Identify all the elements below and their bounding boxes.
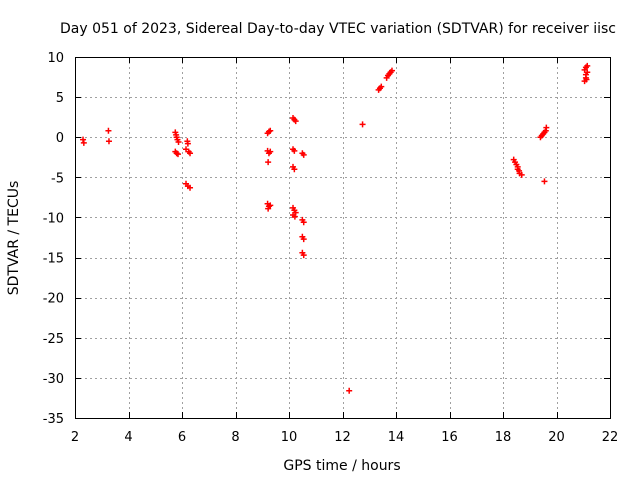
data-point	[300, 151, 307, 158]
data-point	[291, 166, 298, 173]
data-point	[267, 148, 274, 155]
x-tick-label: 6	[178, 430, 186, 445]
y-tick-label: 10	[47, 51, 64, 66]
x-tick-label: 2	[71, 430, 79, 445]
data-point	[267, 127, 274, 134]
data-point	[265, 205, 272, 212]
data-point	[346, 387, 353, 394]
y-axis-title: SDTVAR / TECUs	[6, 181, 22, 296]
y-tick-label: -30	[43, 372, 64, 387]
x-tick-label: 10	[281, 430, 298, 445]
data-point	[359, 121, 366, 128]
data-point	[80, 136, 87, 143]
y-tick-label: 0	[56, 131, 64, 146]
data-point	[541, 178, 548, 185]
data-point	[300, 252, 307, 259]
data-point	[584, 62, 591, 69]
y-tick-label: -10	[43, 211, 64, 226]
x-tick-label: 14	[388, 430, 405, 445]
data-point	[187, 184, 194, 191]
data-point	[518, 171, 525, 178]
x-tick-label: 8	[231, 430, 239, 445]
x-tick-label: 12	[334, 430, 351, 445]
y-tick-label: -15	[43, 252, 64, 267]
data-point	[388, 67, 395, 74]
x-axis-title: GPS time / hours	[283, 458, 400, 474]
data-point	[174, 151, 181, 158]
data-point	[184, 140, 191, 147]
x-tick-label: 18	[495, 430, 512, 445]
x-tick-label: 22	[602, 430, 619, 445]
data-point	[105, 127, 112, 134]
data-point	[292, 118, 299, 125]
grid-layer	[75, 57, 610, 418]
data-point	[300, 219, 307, 226]
data-point	[378, 83, 385, 90]
axes-layer: 2 4 6 8 10 12 14 16 18 20 22 -35 -30 -25 -20 -15 -10 -5 0 5…	[43, 51, 619, 445]
data-point	[80, 139, 87, 146]
x-tick-label: 4	[124, 430, 132, 445]
data-point	[175, 139, 182, 146]
x-tick-label: 16	[441, 430, 458, 445]
data-points	[80, 62, 591, 394]
data-point	[291, 213, 298, 220]
data-point	[105, 138, 112, 145]
data-point	[300, 236, 307, 243]
data-point	[187, 150, 194, 157]
y-tick-label: -20	[43, 292, 64, 307]
x-tick-label: 20	[548, 430, 565, 445]
y-tick-label: 5	[56, 91, 64, 106]
chart-title: Day 051 of 2023, Sidereal Day-to-day VTE…	[60, 21, 616, 37]
y-tick-label: -25	[43, 332, 64, 347]
data-point	[265, 159, 272, 166]
data-point	[543, 124, 550, 131]
data-point	[583, 76, 590, 83]
y-tick-label: -35	[43, 412, 64, 427]
data-point	[291, 147, 298, 154]
data-point	[267, 202, 274, 209]
y-tick-label: -5	[51, 171, 64, 186]
